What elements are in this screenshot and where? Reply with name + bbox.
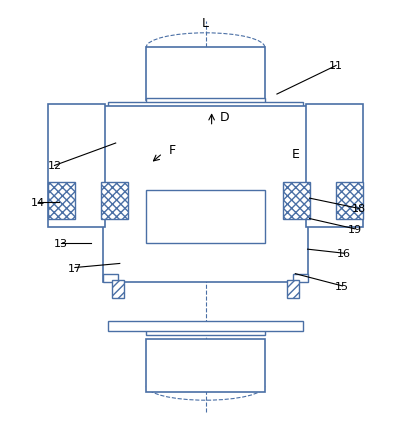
Bar bbox=[146, 191, 265, 243]
Bar bbox=[48, 105, 106, 227]
Bar bbox=[146, 339, 265, 392]
Text: D: D bbox=[220, 111, 229, 124]
Bar bbox=[283, 182, 309, 219]
Text: 11: 11 bbox=[329, 61, 343, 71]
Text: 12: 12 bbox=[47, 161, 62, 171]
Bar bbox=[108, 321, 303, 331]
Text: F: F bbox=[169, 144, 176, 157]
Polygon shape bbox=[104, 274, 118, 282]
Text: E: E bbox=[291, 148, 299, 160]
Bar bbox=[146, 99, 265, 109]
Bar bbox=[336, 182, 363, 219]
Bar bbox=[146, 48, 265, 101]
Bar bbox=[102, 182, 128, 219]
Bar bbox=[104, 107, 307, 282]
Bar bbox=[146, 325, 265, 335]
Text: 16: 16 bbox=[337, 249, 351, 259]
Bar bbox=[108, 103, 303, 113]
Text: 18: 18 bbox=[351, 204, 366, 214]
Bar bbox=[112, 280, 124, 299]
Text: 19: 19 bbox=[347, 224, 362, 234]
Bar bbox=[287, 280, 299, 299]
Text: 17: 17 bbox=[68, 263, 82, 273]
Bar bbox=[104, 107, 307, 282]
Bar bbox=[287, 280, 299, 299]
Polygon shape bbox=[293, 274, 307, 282]
Bar bbox=[48, 105, 106, 227]
Text: 13: 13 bbox=[53, 239, 67, 248]
Bar bbox=[305, 105, 363, 227]
Text: 14: 14 bbox=[31, 198, 45, 208]
Bar bbox=[305, 105, 363, 227]
Bar bbox=[48, 182, 75, 219]
Text: L: L bbox=[202, 17, 209, 30]
Text: 15: 15 bbox=[335, 281, 349, 291]
Bar bbox=[112, 280, 124, 299]
